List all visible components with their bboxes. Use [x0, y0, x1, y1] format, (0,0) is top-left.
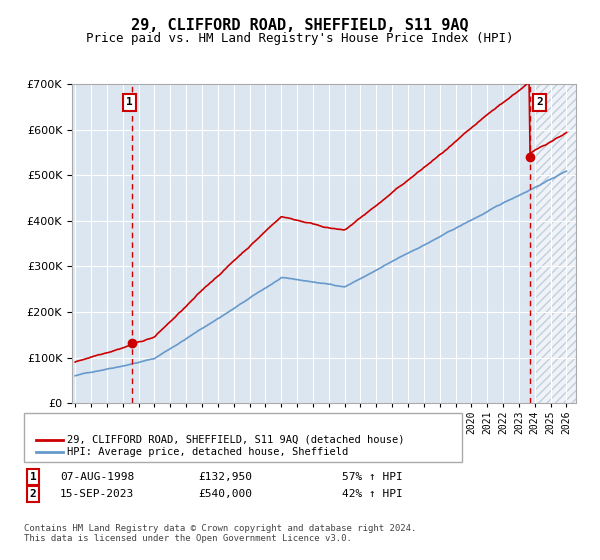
Text: 07-AUG-1998: 07-AUG-1998 [60, 472, 134, 482]
Text: £540,000: £540,000 [198, 489, 252, 499]
Bar [535, 84, 576, 403]
Text: 2: 2 [536, 97, 543, 107]
Bar [535, 84, 576, 403]
Text: 29, CLIFFORD ROAD, SHEFFIELD, S11 9AQ (detached house): 29, CLIFFORD ROAD, SHEFFIELD, S11 9AQ (d… [67, 435, 404, 445]
Text: Price paid vs. HM Land Registry's House Price Index (HPI): Price paid vs. HM Land Registry's House … [86, 32, 514, 45]
Text: 42% ↑ HPI: 42% ↑ HPI [342, 489, 403, 499]
Bar [535, 84, 576, 403]
Text: 29, CLIFFORD ROAD, SHEFFIELD, S11 9AQ: 29, CLIFFORD ROAD, SHEFFIELD, S11 9AQ [131, 18, 469, 34]
Text: £132,950: £132,950 [198, 472, 252, 482]
Text: 1: 1 [126, 97, 133, 107]
Text: Contains HM Land Registry data © Crown copyright and database right 2024.
This d: Contains HM Land Registry data © Crown c… [24, 524, 416, 543]
Text: HPI: Average price, detached house, Sheffield: HPI: Average price, detached house, Shef… [67, 447, 349, 458]
Text: 57% ↑ HPI: 57% ↑ HPI [342, 472, 403, 482]
Text: 2: 2 [29, 489, 37, 499]
Text: 1: 1 [29, 472, 37, 482]
Text: 15-SEP-2023: 15-SEP-2023 [60, 489, 134, 499]
